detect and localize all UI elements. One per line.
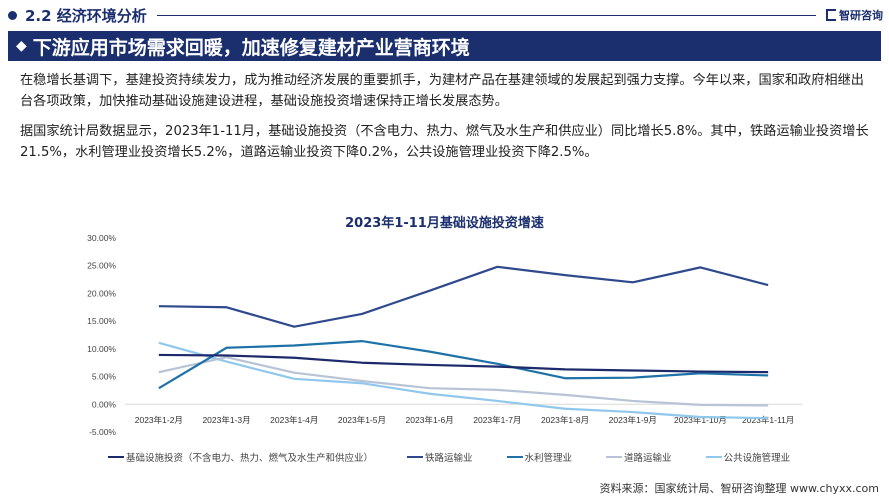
brand-name: 智研咨询: [839, 9, 883, 22]
legend-item: 公共设施管理业: [705, 450, 791, 464]
legend-item: 基础设施投资（不含电力、热力、燃气及水生产和供应业）: [108, 450, 373, 464]
x-tick-label: 2023年1-5月: [338, 415, 386, 425]
series-line: [158, 339, 769, 390]
legend-label: 基础设施投资（不含电力、热力、燃气及水生产和供应业）: [126, 453, 374, 464]
legend-swatch: [108, 456, 124, 458]
chart-legend: 基础设施投资（不含电力、热力、燃气及水生产和供应业） 铁路运输业 水利管理业 道路运输…: [108, 450, 824, 464]
legend-label: 水利管理业: [524, 453, 573, 464]
paragraph-2: 据国家统计局数据显示，2023年1-11月，基础设施投资（不含电力、热力、燃气及…: [20, 124, 869, 160]
legend-swatch: [606, 456, 623, 458]
x-tick-label: 2023年1-8月: [541, 415, 589, 425]
x-tick-label: 2023年1-6月: [406, 415, 454, 425]
x-tick-label: 2023年1-4月: [270, 415, 318, 425]
paragraph-1: 在稳增长基调下，基建投资持续发力，成为推动经济发展的重要抓手，为建材产品在基建领…: [20, 73, 864, 109]
section-header: 2.2 经济环境分析 智研咨询: [8, 5, 883, 25]
x-tick-label: 2023年1-3月: [202, 415, 250, 425]
legend-swatch: [705, 456, 722, 458]
legend-label: 公共设施管理业: [723, 453, 791, 464]
legend-label: 道路运输业: [624, 453, 672, 464]
source-note: 资料来源：国家统计局、智研咨询整理 www.chyxx.com: [599, 482, 879, 495]
banner: ◆ 下游应用市场需求回暖，加速修复建材产业营商环境: [8, 31, 881, 61]
x-tick-label: 2023年1-9月: [609, 415, 657, 425]
y-tick-label: -5.00%: [89, 427, 116, 437]
series-line: [158, 265, 769, 328]
brand-logo: 智研咨询: [826, 7, 883, 23]
y-tick-label: 20.00%: [87, 288, 116, 298]
legend-item: 道路运输业: [606, 450, 672, 464]
y-tick-label: 5.00%: [92, 372, 117, 382]
y-tick-label: 0.00%: [92, 399, 117, 409]
bullet-icon: [8, 10, 17, 20]
series-line: [158, 341, 769, 420]
y-tick-label: 30.00%: [87, 233, 116, 243]
x-tick-label: 2023年1-11月: [742, 415, 794, 425]
legend-swatch: [407, 456, 424, 458]
series-line: [158, 356, 769, 407]
legend-item: 铁路运输业: [407, 450, 473, 464]
divider: [156, 14, 816, 16]
x-tick-label: 2023年1-10月: [674, 415, 727, 425]
section-title: 2.2 经济环境分析: [25, 6, 147, 25]
x-tick-label: 2023年1-2月: [135, 415, 183, 425]
legend-item: 水利管理业: [506, 450, 573, 464]
y-tick-label: 10.00%: [87, 344, 116, 354]
x-tick-label: 2023年1-7月: [473, 415, 521, 425]
diamond-icon: ◆: [16, 38, 27, 54]
legend-swatch: [506, 456, 523, 458]
legend-label: 铁路运输业: [425, 453, 473, 464]
series-line: [158, 353, 769, 374]
chart-title: 2023年1-11月基础设施投资增速: [345, 216, 544, 231]
banner-title: 下游应用市场需求回暖，加速修复建材产业营商环境: [32, 36, 470, 59]
y-tick-label: 25.00%: [87, 261, 116, 271]
y-tick-label: 15.00%: [87, 316, 116, 326]
logo-icon: [826, 9, 836, 21]
